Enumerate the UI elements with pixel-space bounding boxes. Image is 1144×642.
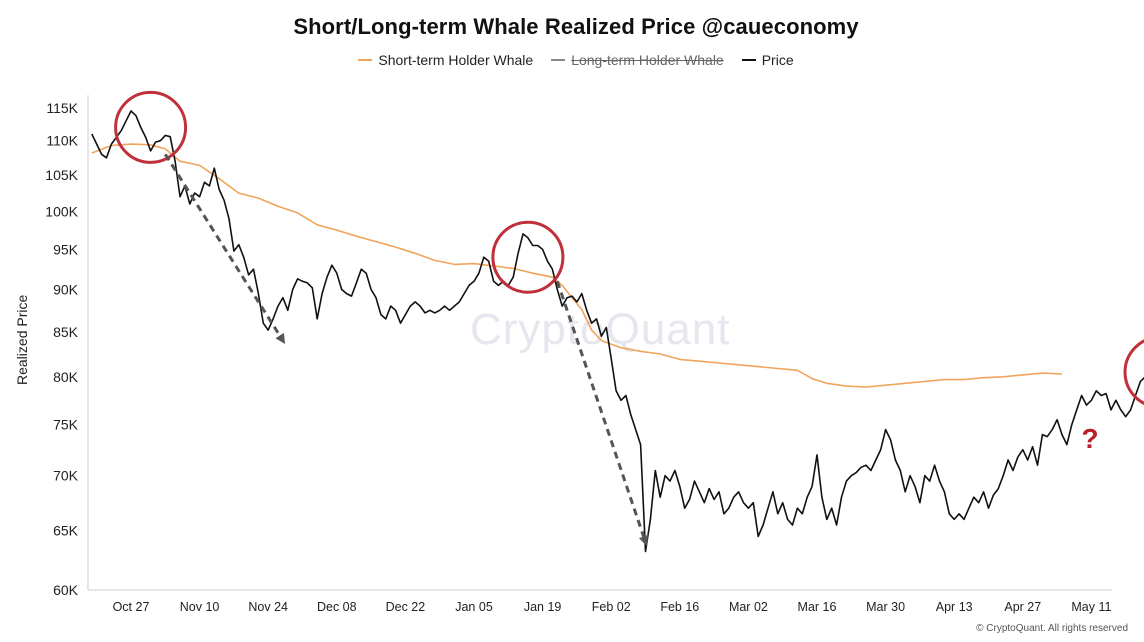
series-lines (91, 110, 1144, 553)
copyright-footer: © CryptoQuant. All rights reserved (976, 623, 1128, 634)
y-tick-labels: 115K 110K 105K 100K 95K 90K 85K 80K 75K 70K 65K 60K (45, 100, 78, 598)
x-tick-label: Oct 27 (113, 600, 150, 614)
highlight-circle (491, 220, 565, 294)
legend-swatch-lth-whale (551, 59, 566, 61)
question-mark-annotation: ? (1081, 423, 1098, 454)
legend-label-sth-whale: Short-term Holder Whale (378, 52, 534, 68)
legend-swatch-sth-whale (358, 59, 373, 61)
y-tick-label: 115K (46, 100, 78, 116)
y-tick-label: 90K (53, 281, 79, 297)
y-tick-label: 105K (45, 167, 78, 183)
highlight-circle (1123, 339, 1144, 405)
legend-label-price: Price (761, 52, 794, 68)
y-tick-label: 65K (53, 523, 79, 539)
y-tick-label: 110K (46, 133, 78, 149)
y-tick-label: 60K (53, 582, 79, 598)
x-tick-label: Apr 27 (1004, 600, 1041, 614)
y-tick-label: 85K (53, 324, 79, 340)
x-tick-label: Feb 02 (592, 600, 631, 614)
x-tick-label: Nov 10 (180, 600, 220, 614)
chart-axes (87, 95, 1112, 591)
price-line (91, 110, 1144, 553)
legend-item-sth-whale[interactable]: Short-term Holder Whale (358, 52, 533, 68)
x-tick-labels: Oct 27 Nov 10 Nov 24 Dec 08 Dec 22 Jan 05 Jan … (113, 600, 1112, 614)
y-tick-label: 100K (45, 203, 78, 219)
annotations (114, 90, 1144, 546)
x-tick-label: Dec 08 (317, 600, 357, 614)
y-tick-label: 80K (53, 369, 79, 385)
y-tick-label: 95K (53, 241, 79, 257)
y-tick-label: 70K (53, 468, 79, 484)
y-axis-label: Realized Price (14, 294, 30, 385)
dashed-arrow (555, 280, 649, 546)
chart-legend: Short-term Holder Whale Long-term Holder… (0, 52, 1144, 68)
x-tick-label: Mar 02 (729, 600, 768, 614)
legend-item-price[interactable]: Price (741, 52, 794, 68)
x-tick-label: Feb 16 (660, 600, 699, 614)
highlight-circle (114, 90, 188, 164)
x-tick-label: Jan 05 (455, 600, 493, 614)
x-tick-label: Dec 22 (386, 600, 426, 614)
x-tick-label: Mar 30 (866, 600, 905, 614)
x-tick-label: Nov 24 (248, 600, 288, 614)
x-tick-label: Mar 16 (798, 600, 837, 614)
legend-item-lth-whale[interactable]: Long-term Holder Whale (551, 52, 724, 68)
x-tick-label: Apr 13 (936, 600, 973, 614)
legend-swatch-price (741, 59, 756, 61)
x-tick-label: May 11 (1071, 600, 1111, 614)
x-tick-label: Jan 19 (524, 600, 562, 614)
y-tick-label: 75K (53, 417, 79, 433)
dashed-arrow (164, 153, 286, 344)
legend-label-lth-whale: Long-term Holder Whale (571, 52, 724, 68)
chart-title: Short/Long-term Whale Realized Price @ca… (293, 14, 859, 39)
sth-whale-line (91, 143, 1063, 388)
